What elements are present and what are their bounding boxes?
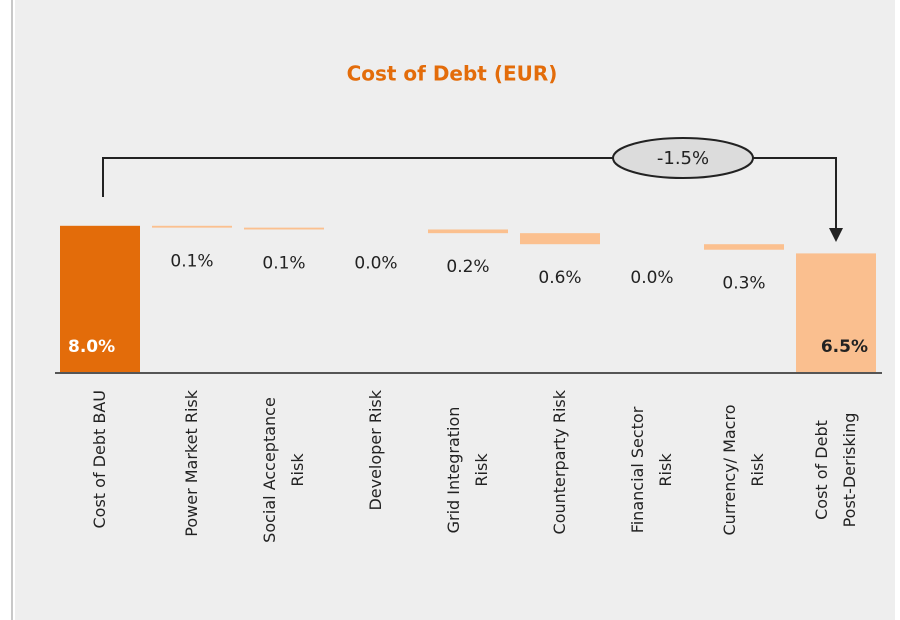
value-label: 0.0%	[354, 253, 397, 273]
value-label: 0.2%	[446, 257, 489, 277]
annotation: -1.5%	[657, 148, 709, 169]
x-tick-label: Financial Sector Risk	[628, 406, 675, 533]
step-bar	[704, 244, 784, 250]
x-tick-label: Grid Integration Risk	[444, 407, 491, 534]
step-bar	[520, 233, 600, 245]
value-label: 0.1%	[262, 253, 305, 273]
value-label: 6.5%	[821, 337, 868, 357]
bracket	[102, 157, 837, 232]
value-label: 8.0%	[68, 337, 115, 357]
chart-title: Cost of Debt (EUR)	[347, 62, 558, 86]
total-bar	[796, 253, 876, 373]
x-tick-label: Counterparty Risk	[550, 389, 569, 534]
x-tick-label: Currency/ Macro Risk	[720, 405, 767, 536]
step-bar	[428, 229, 508, 234]
step-bar	[244, 227, 324, 230]
arrow-head	[829, 228, 843, 242]
x-tick-label: Cost of Debt Post-Derisking	[812, 413, 859, 528]
x-tick-label: Social Acceptance Risk	[260, 397, 307, 543]
x-tick-label: Cost of Debt BAU	[90, 390, 109, 528]
x-tick-label: Power Market Risk	[182, 389, 201, 536]
total-bar	[60, 225, 140, 373]
value-label: 0.1%	[170, 252, 213, 272]
annotation-bubble	[612, 137, 754, 179]
step-bar	[152, 225, 232, 228]
value-label: 0.0%	[630, 268, 673, 288]
value-label: 0.3%	[722, 274, 765, 294]
x-tick-label: Developer Risk	[366, 389, 385, 510]
value-label: 0.6%	[538, 268, 581, 288]
panel	[15, 0, 895, 620]
